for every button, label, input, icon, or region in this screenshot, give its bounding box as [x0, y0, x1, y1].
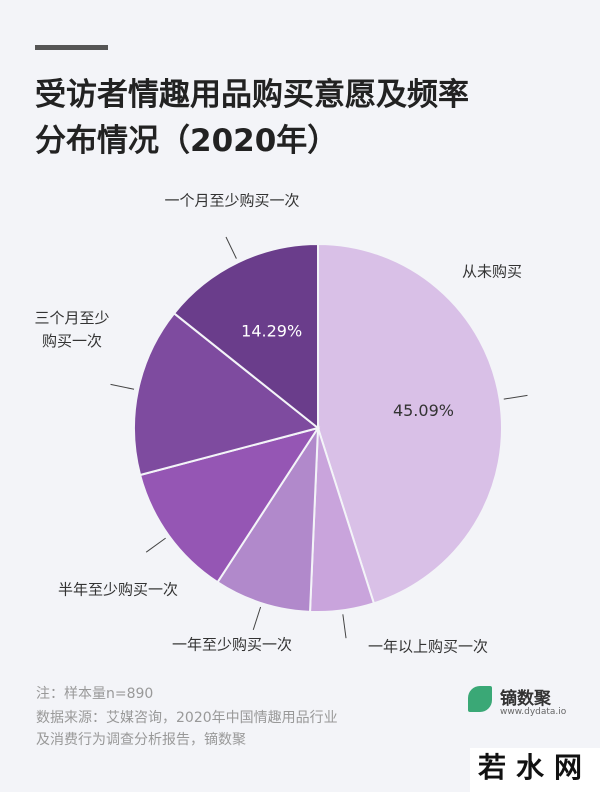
pie-slice [172, 242, 319, 431]
source: 数据来源：艾媒咨询，2020年中国情趣用品行业 及消费行为调查分析报告，镝数聚 [36, 710, 338, 748]
title-bar [35, 45, 108, 50]
category-label: 一年以上购买一次 [367, 637, 489, 656]
leader-line [110, 383, 135, 390]
note: 注：样本量n=890 [36, 686, 154, 702]
leader-line [342, 614, 347, 639]
leader-line [225, 236, 237, 259]
category-label: 一个月至少购买一次 [164, 191, 300, 210]
leader-line [252, 606, 262, 631]
value-label: 45.09% [393, 401, 454, 420]
category-label: 从未购买 [461, 262, 523, 281]
brand: 镝数聚 [500, 689, 551, 709]
brand-logo [468, 686, 492, 712]
leader-line [145, 537, 166, 553]
chart-title: 受访者情趣用品购买意愿及频率 分布情况（2020年） [35, 77, 469, 159]
watermark: 若水网 [470, 748, 600, 792]
pie-slice [138, 426, 321, 584]
category-label: 一年至少购买一次 [171, 635, 293, 654]
pie-slice [216, 424, 320, 613]
leader-line [503, 394, 528, 400]
pie-slice [133, 311, 321, 477]
value-label: 14.29% [241, 321, 302, 340]
pie-slice [317, 242, 503, 605]
brand-url: www.dydata.io [500, 707, 567, 717]
category-label: 半年至少购买一次 [57, 580, 179, 599]
category-label: 三个月至少 购买一次 [34, 309, 110, 350]
